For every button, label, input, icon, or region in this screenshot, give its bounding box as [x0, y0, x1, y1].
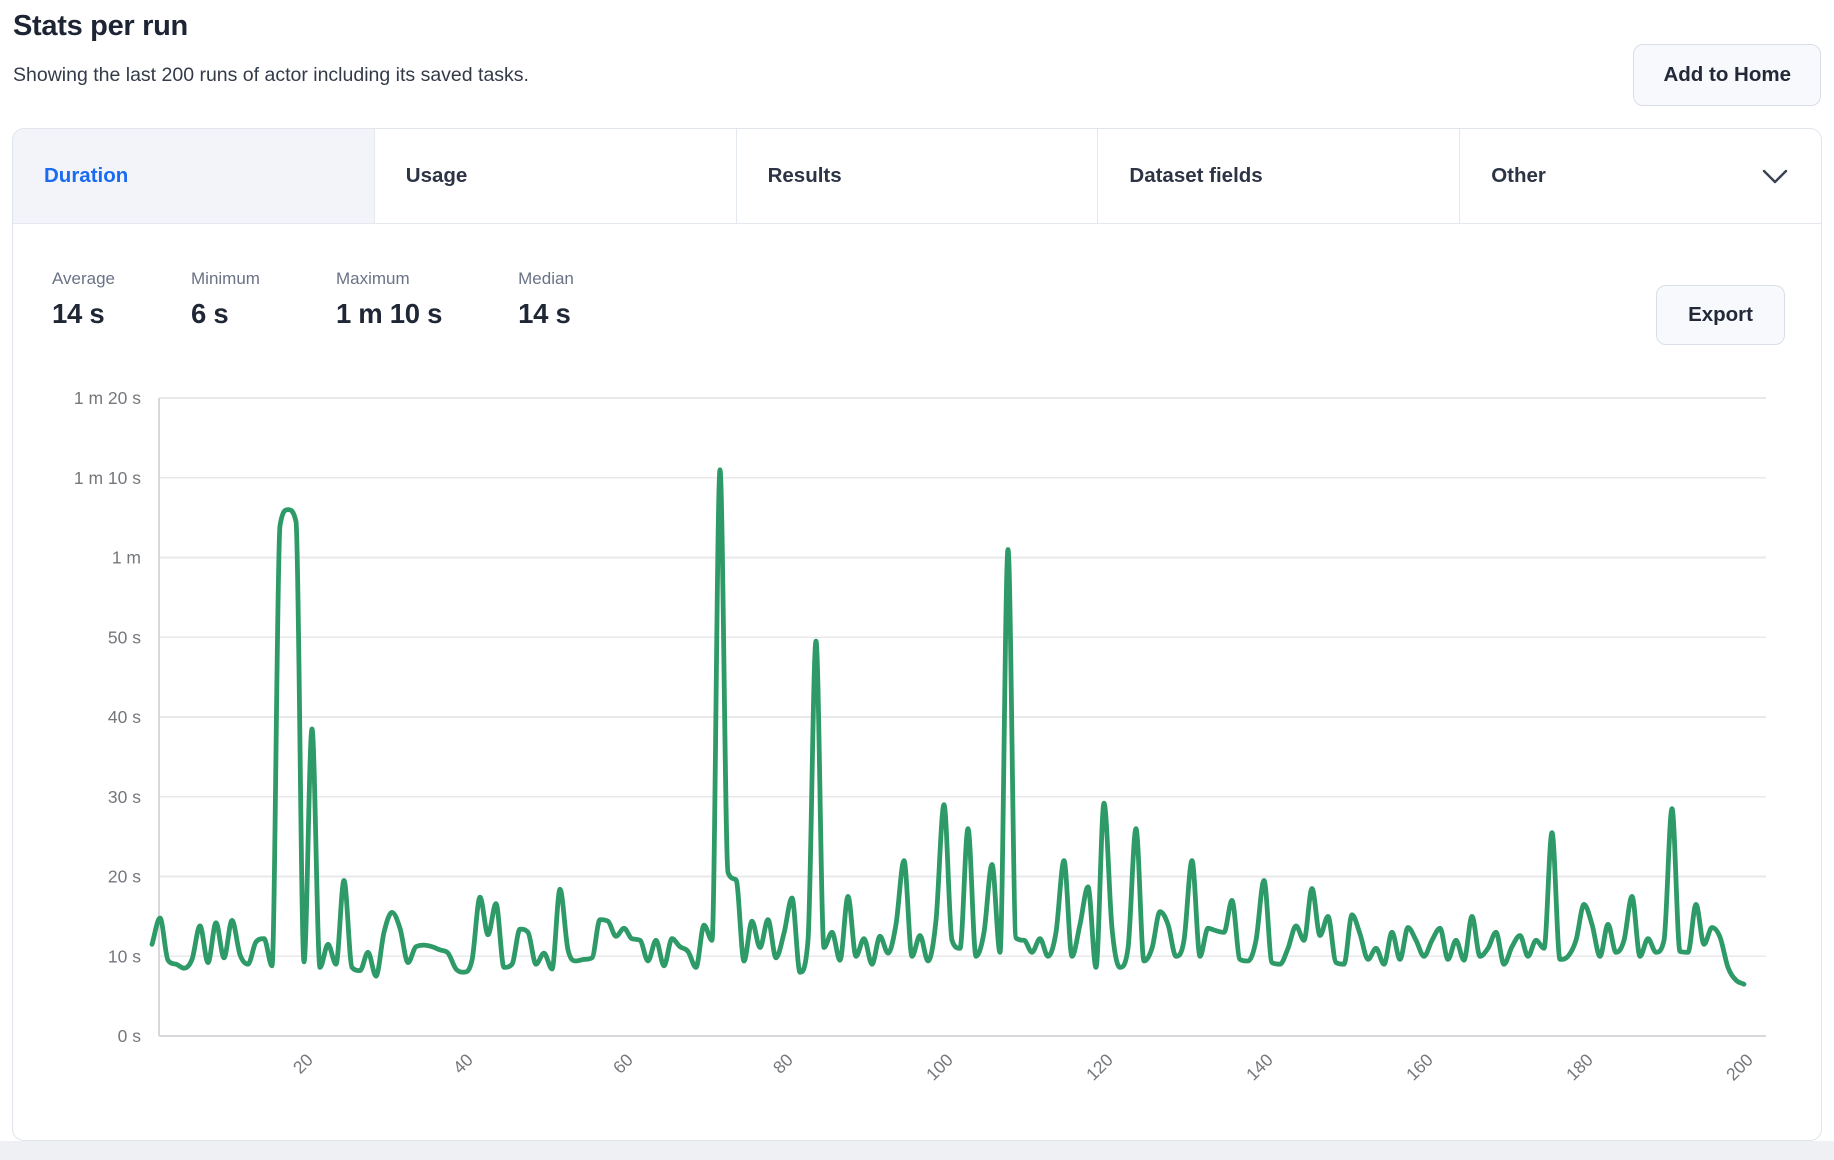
y-tick-label: 30 s [108, 787, 141, 807]
tab-other-label: Other [1491, 164, 1546, 187]
tab-duration[interactable]: Duration [13, 129, 375, 223]
x-tick-label: 160 [1402, 1050, 1437, 1085]
tab-results[interactable]: Results [736, 129, 1099, 223]
y-tick-label: 10 s [108, 946, 141, 966]
y-tick-label: 0 s [118, 1026, 142, 1046]
x-tick-label: 100 [922, 1050, 957, 1085]
stat-median-value: 14 s [518, 298, 571, 329]
stat-maximum-label: Maximum [335, 269, 410, 288]
stat-average: Average 14 s [52, 269, 115, 330]
duration-line-chart: 0 s 10 s 20 s 30 s 40 s 50 s 1 m 1 m 10 s 1 m 20… [74, 388, 1766, 1085]
stat-median: Median 14 s [518, 269, 574, 330]
x-tick-label: 120 [1082, 1050, 1117, 1085]
x-tick-label: 20 [289, 1049, 317, 1077]
x-tick-label: 80 [769, 1049, 797, 1077]
stat-minimum-value: 6 s [191, 298, 229, 329]
x-tick-label: 200 [1722, 1050, 1757, 1085]
tab-bar: Duration Usage Results Dataset fields Ot… [13, 129, 1821, 224]
page-subtitle: Showing the last 200 runs of actor inclu… [13, 64, 529, 86]
stat-average-label: Average [52, 269, 116, 288]
stat-minimum: Minimum 6 s [191, 269, 260, 330]
y-tick-label: 1 m 10 s [74, 468, 141, 488]
stat-average-value: 14 s [52, 298, 105, 329]
stat-median-label: Median [518, 269, 574, 288]
page-title: Stats per run [13, 10, 188, 42]
x-tick-label: 60 [609, 1049, 637, 1077]
tab-usage[interactable]: Usage [374, 129, 737, 223]
y-tick-label: 20 s [108, 867, 141, 887]
y-tick-label: 40 s [108, 707, 141, 727]
x-tick-label: 40 [449, 1049, 477, 1077]
stat-maximum-value: 1 m 10 s [335, 298, 443, 329]
chevron-down-icon [1762, 169, 1788, 183]
page-background-strip [0, 1141, 1834, 1160]
stat-maximum: Maximum 1 m 10 s [336, 269, 442, 330]
stat-minimum-label: Minimum [191, 269, 260, 288]
duration-series-line [149, 467, 1747, 987]
stats-card: Duration Usage Results Dataset fields Ot… [12, 128, 1822, 1141]
y-tick-label: 1 m 20 s [74, 388, 141, 408]
tab-other[interactable]: Other [1460, 129, 1821, 223]
summary-stats: Average 14 s Minimum 6 s Maximum 1 m 10 … [52, 269, 574, 330]
add-to-home-button[interactable]: Add to Home [1633, 44, 1821, 106]
y-tick-label: 1 m [112, 548, 141, 568]
export-button[interactable]: Export [1656, 285, 1785, 345]
x-tick-label: 140 [1242, 1050, 1277, 1085]
x-tick-label: 180 [1562, 1050, 1597, 1085]
y-tick-label: 50 s [108, 627, 141, 647]
tab-dataset-fields[interactable]: Dataset fields [1098, 129, 1461, 223]
